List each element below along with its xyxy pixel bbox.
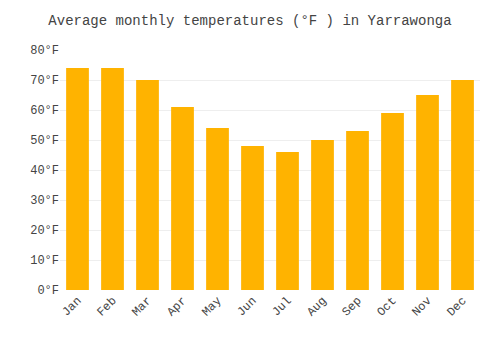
- svg-text:Jul: Jul: [269, 294, 294, 319]
- svg-text:Mar: Mar: [129, 294, 154, 319]
- svg-text:30°F: 30°F: [30, 194, 59, 208]
- svg-text:Jun: Jun: [234, 294, 259, 319]
- svg-text:Oct: Oct: [374, 294, 399, 319]
- svg-text:20°F: 20°F: [30, 224, 59, 238]
- svg-text:50°F: 50°F: [30, 134, 59, 148]
- svg-text:Nov: Nov: [409, 294, 434, 319]
- svg-text:60°F: 60°F: [30, 104, 59, 118]
- svg-text:10°F: 10°F: [30, 254, 59, 268]
- svg-text:Aug: Aug: [304, 294, 329, 319]
- svg-text:Sep: Sep: [339, 294, 364, 319]
- svg-text:Feb: Feb: [94, 294, 119, 319]
- svg-text:40°F: 40°F: [30, 164, 59, 178]
- svg-text:Dec: Dec: [444, 294, 469, 319]
- svg-text:Apr: Apr: [164, 294, 189, 319]
- svg-text:Average monthly temperatures (: Average monthly temperatures (°F ) in Ya…: [48, 13, 451, 29]
- svg-text:70°F: 70°F: [30, 74, 59, 88]
- svg-text:80°F: 80°F: [30, 44, 59, 58]
- svg-text:Jan: Jan: [59, 294, 84, 319]
- svg-text:May: May: [199, 294, 224, 319]
- svg-text:0°F: 0°F: [37, 284, 59, 298]
